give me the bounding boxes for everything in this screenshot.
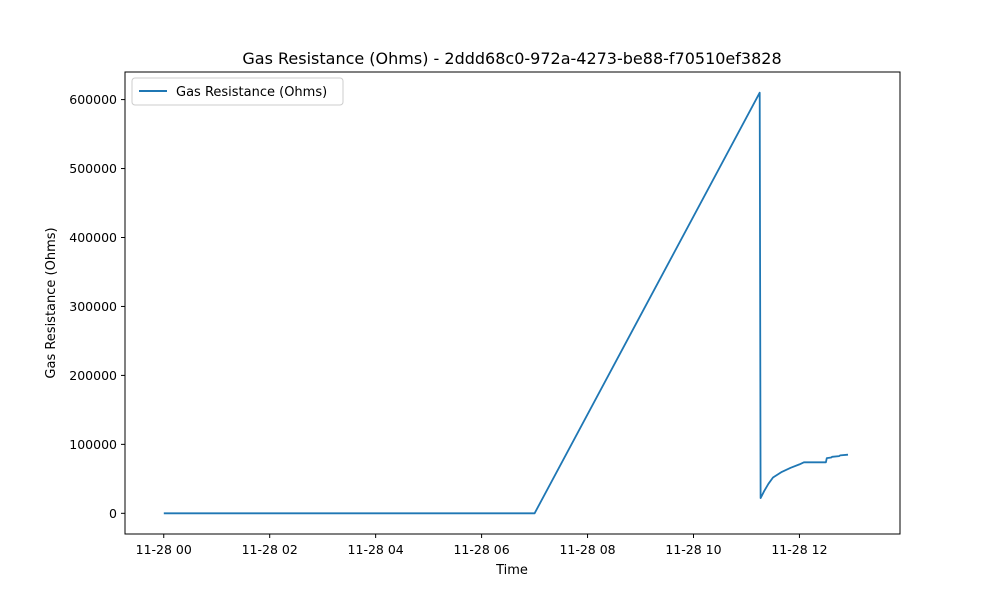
y-axis-label: Gas Resistance (Ohms) [44,227,59,378]
y-axis: 0 100000 200000 300000 400000 500000 600000 [69,92,125,521]
y-tick-label: 0 [109,506,117,521]
legend: Gas Resistance (Ohms) [131,77,344,106]
plot-area [124,71,901,535]
x-tick-label: 11-28 12 [771,542,827,557]
x-tick-label: 11-28 08 [559,542,615,557]
x-tick-label: 11-28 00 [136,542,192,557]
x-tick-label: 11-28 04 [348,542,404,557]
series-line [163,91,849,515]
y-tick-label: 100000 [69,437,117,452]
legend-label: Gas Resistance (Ohms) [176,85,327,100]
legend-box [131,77,344,106]
x-axis-label: Time [495,563,528,578]
y-tick-label: 200000 [69,368,117,383]
y-tick-label: 400000 [69,230,117,245]
y-tick-label: 300000 [69,299,117,314]
x-tick-label: 11-28 02 [242,542,298,557]
x-tick-label: 11-28 10 [665,542,721,557]
y-tick-label: 600000 [69,92,117,107]
y-tick-label: 500000 [69,161,117,176]
series-layer [163,91,849,515]
x-axis: 11-28 00 11-28 02 11-28 04 11-28 06 11-28 08… [136,534,828,557]
chart-title: Gas Resistance (Ohms) - 2ddd68c0-972a-42… [242,49,781,68]
x-tick-label: 11-28 06 [453,542,509,557]
